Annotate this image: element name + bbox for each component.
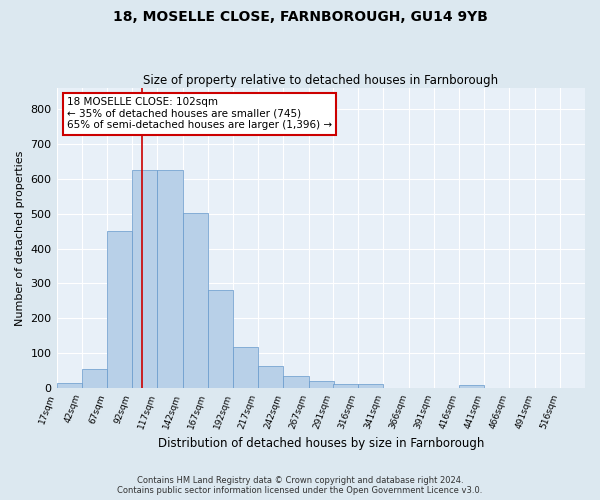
Bar — [358, 384, 383, 388]
Text: Contains HM Land Registry data © Crown copyright and database right 2024.
Contai: Contains HM Land Registry data © Crown c… — [118, 476, 482, 495]
Bar — [157, 170, 182, 388]
X-axis label: Distribution of detached houses by size in Farnborough: Distribution of detached houses by size … — [158, 437, 484, 450]
Bar — [107, 231, 132, 388]
Text: 18, MOSELLE CLOSE, FARNBOROUGH, GU14 9YB: 18, MOSELLE CLOSE, FARNBOROUGH, GU14 9YB — [113, 10, 487, 24]
Text: 18 MOSELLE CLOSE: 102sqm
← 35% of detached houses are smaller (745)
65% of semi-: 18 MOSELLE CLOSE: 102sqm ← 35% of detach… — [67, 97, 332, 130]
Bar — [308, 381, 334, 388]
Bar — [82, 369, 107, 388]
Bar — [459, 385, 484, 388]
Y-axis label: Number of detached properties: Number of detached properties — [15, 150, 25, 326]
Title: Size of property relative to detached houses in Farnborough: Size of property relative to detached ho… — [143, 74, 499, 87]
Bar — [208, 290, 233, 388]
Bar — [333, 384, 358, 388]
Bar — [56, 384, 82, 388]
Bar — [233, 347, 258, 388]
Bar — [283, 376, 308, 388]
Bar — [182, 212, 208, 388]
Bar — [258, 366, 283, 388]
Bar — [132, 170, 157, 388]
